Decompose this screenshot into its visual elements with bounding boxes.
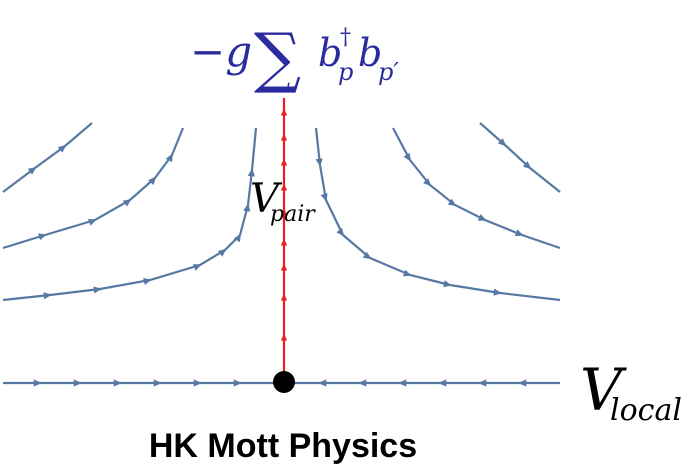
- caption: HK Mott Physics: [149, 427, 417, 465]
- flow-line-right-3: [479, 122, 561, 193]
- v-local-label: V local: [580, 356, 682, 428]
- v-pair-label: V pair: [250, 176, 316, 227]
- flow-line-right-1: [314, 127, 561, 302]
- formula-p-sub: p: [338, 58, 353, 86]
- v-pair-sub: pair: [270, 202, 316, 227]
- flow-line-left-2: [2, 127, 185, 250]
- v-pair-main: V: [250, 176, 283, 222]
- formula-b: b: [358, 31, 382, 75]
- formula-p-prime-sub: p′: [378, 58, 399, 86]
- formula-dagger: †: [340, 25, 351, 50]
- v-local-main: V: [580, 356, 627, 424]
- v-local-sub: local: [610, 393, 682, 428]
- interaction-formula: −g ∑ ʹ b † p b p′: [190, 19, 399, 102]
- formula-b-dagger: b: [318, 31, 342, 75]
- fixed-point: [273, 371, 295, 393]
- flow-line-right-2: [392, 127, 561, 250]
- formula-sum-symbol: ∑: [254, 19, 301, 96]
- flow-line-left-1: [2, 122, 93, 193]
- formula-sum-index: ʹ: [286, 81, 291, 102]
- formula-minus-g: −g: [190, 27, 252, 76]
- flow-line-left-3: [2, 127, 258, 302]
